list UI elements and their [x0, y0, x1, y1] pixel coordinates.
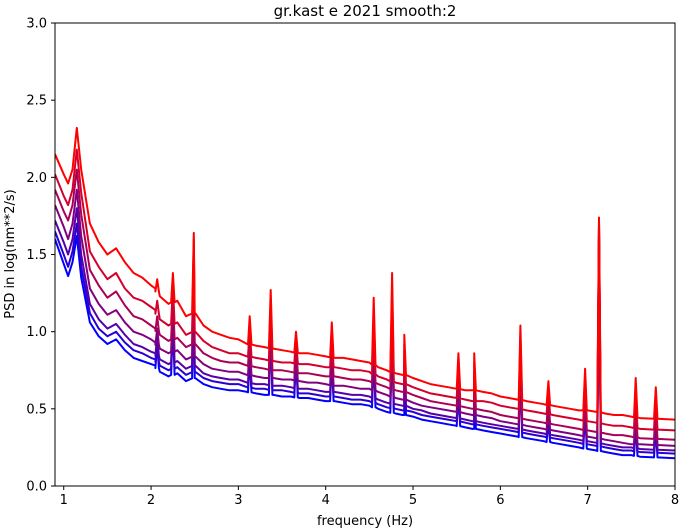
- y-tick-label: 2.0: [26, 171, 47, 186]
- x-tick-label: 1: [60, 493, 68, 508]
- y-axis-label: PSD in log(nm**2/s): [3, 189, 18, 319]
- y-tick-label: 1.5: [26, 248, 47, 263]
- y-tick-label: 1.0: [26, 325, 47, 340]
- x-tick-label: 5: [409, 493, 417, 508]
- x-tick-label: 7: [584, 493, 592, 508]
- plot-area: [54, 22, 676, 487]
- psd-series-line: [55, 126, 675, 421]
- x-tick-label: 8: [671, 493, 679, 508]
- x-axis-label: frequency (Hz): [317, 514, 413, 529]
- y-tick-label: 2.5: [26, 94, 47, 109]
- chart-title: gr.kast e 2021 smooth:2: [274, 2, 457, 20]
- y-tick-label: 3.0: [26, 17, 47, 32]
- y-axis: 0.0 0.5 1.0 1.5 2.0 2.5 3.0: [26, 17, 55, 495]
- x-tick-label: 6: [496, 493, 504, 508]
- y-tick-label: 0.0: [26, 480, 47, 495]
- x-axis: 1 2 3 4 5 6 7 8: [60, 486, 679, 508]
- x-tick-label: 2: [147, 493, 155, 508]
- y-tick-label: 0.5: [26, 402, 47, 417]
- series-layer: [55, 126, 675, 460]
- x-tick-label: 4: [322, 493, 330, 508]
- x-tick-label: 3: [234, 493, 242, 508]
